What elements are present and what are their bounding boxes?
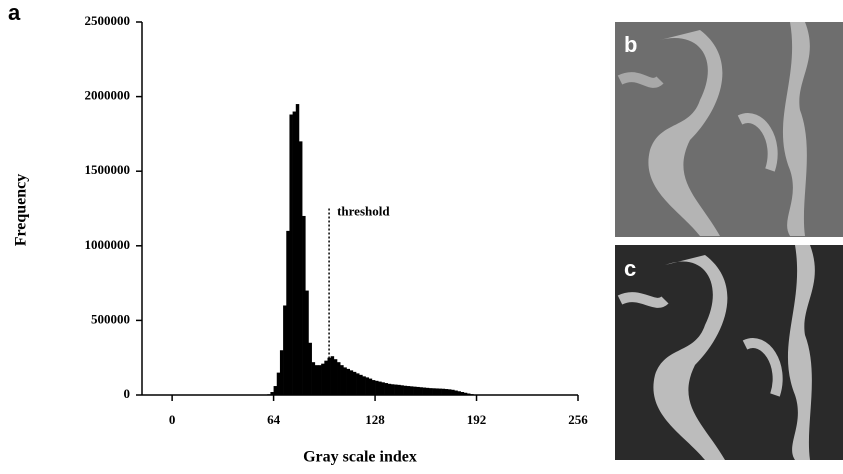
bar	[435, 388, 438, 395]
bar	[356, 373, 359, 395]
x-tick-label: 256	[568, 412, 588, 427]
bar	[305, 291, 308, 395]
image-label: b	[624, 32, 637, 57]
bar	[318, 365, 321, 395]
bar	[362, 376, 365, 395]
bar	[464, 393, 467, 395]
bar	[289, 115, 292, 395]
bar	[394, 385, 397, 395]
bar	[375, 381, 378, 395]
bar	[438, 389, 441, 395]
x-axis-label: Gray scale index	[303, 449, 417, 466]
image-b: b	[615, 22, 843, 237]
bar	[277, 373, 280, 395]
bar	[461, 392, 464, 395]
bar	[308, 343, 311, 395]
y-tick-label: 0	[124, 386, 131, 401]
bar	[331, 356, 334, 395]
y-tick-label: 2000000	[85, 88, 131, 103]
bar	[280, 350, 283, 395]
bar	[378, 382, 381, 395]
bar	[385, 383, 388, 395]
bar	[419, 387, 422, 395]
bar	[442, 389, 445, 395]
bar	[296, 104, 299, 395]
bar	[404, 386, 407, 395]
bar	[359, 375, 362, 395]
bar	[397, 385, 400, 395]
bar	[416, 387, 419, 395]
image-label: c	[624, 256, 636, 281]
bar	[407, 386, 410, 395]
x-tick-label: 192	[467, 412, 487, 427]
bar	[286, 231, 289, 395]
bar	[413, 387, 416, 395]
bar	[334, 359, 337, 395]
bar	[324, 361, 327, 395]
bar	[283, 305, 286, 395]
bar	[315, 365, 318, 395]
bar	[343, 367, 346, 395]
bar	[454, 391, 457, 395]
x-tick-label: 128	[365, 412, 385, 427]
bar	[423, 388, 426, 395]
bar	[467, 394, 470, 395]
bar	[372, 380, 375, 395]
bar	[274, 386, 277, 395]
y-tick-label: 1500000	[85, 162, 131, 177]
x-tick-label: 0	[169, 412, 176, 427]
bar	[432, 388, 435, 395]
y-tick-label: 500000	[91, 311, 130, 326]
bar	[302, 216, 305, 395]
bar	[293, 112, 296, 395]
bar	[429, 388, 432, 395]
bar	[353, 372, 356, 395]
annotation: threshold	[337, 203, 390, 218]
bar	[388, 384, 391, 395]
bar	[267, 394, 270, 395]
bar	[327, 358, 330, 395]
bar	[350, 370, 353, 395]
bar	[366, 377, 369, 395]
bar	[458, 391, 461, 395]
bar	[347, 369, 350, 395]
bar	[369, 379, 372, 395]
x-tick-label: 64	[267, 412, 281, 427]
image-c: c	[615, 245, 843, 460]
bar	[270, 392, 273, 395]
bar	[410, 386, 413, 395]
bar	[448, 389, 451, 395]
bar	[470, 394, 473, 395]
bar	[391, 384, 394, 395]
bar	[445, 389, 448, 395]
bar	[400, 385, 403, 395]
y-axis-label: Frequency	[13, 174, 30, 247]
bar	[299, 141, 302, 395]
bar	[321, 364, 324, 395]
bar	[337, 362, 340, 395]
y-tick-label: 1000000	[85, 237, 131, 252]
bar	[426, 388, 429, 395]
y-tick-label: 2500000	[85, 13, 131, 28]
bar	[451, 390, 454, 395]
bar	[340, 365, 343, 395]
bar	[312, 362, 315, 395]
panel-label: a	[8, 0, 21, 25]
bar	[381, 382, 384, 395]
